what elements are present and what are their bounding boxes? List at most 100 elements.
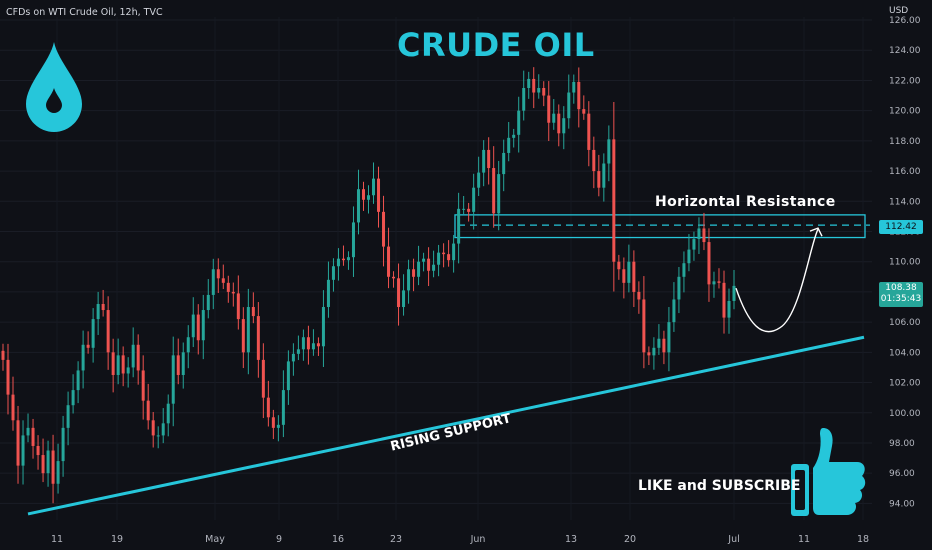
- candle-body[interactable]: [632, 261, 636, 292]
- candle-body[interactable]: [597, 171, 601, 188]
- candle-body[interactable]: [722, 282, 726, 318]
- resistance-zone[interactable]: [454, 214, 866, 239]
- candle-body[interactable]: [687, 249, 691, 264]
- candle-body[interactable]: [281, 390, 285, 425]
- candle-body[interactable]: [321, 307, 325, 347]
- candle-body[interactable]: [341, 258, 345, 261]
- candle-body[interactable]: [51, 450, 55, 484]
- candle-body[interactable]: [407, 269, 411, 291]
- candle-body[interactable]: [121, 355, 125, 374]
- candle-body[interactable]: [472, 187, 476, 212]
- candle-body[interactable]: [617, 261, 621, 270]
- candle-body[interactable]: [306, 337, 310, 350]
- candle-body[interactable]: [467, 208, 471, 212]
- candle-body[interactable]: [251, 307, 255, 317]
- candle-body[interactable]: [517, 110, 521, 135]
- candle-body[interactable]: [637, 291, 641, 300]
- candle-body[interactable]: [311, 343, 315, 350]
- candle-body[interactable]: [707, 242, 711, 285]
- candle-body[interactable]: [291, 353, 295, 362]
- candle-body[interactable]: [417, 261, 421, 277]
- candle-body[interactable]: [592, 149, 596, 172]
- candle-body[interactable]: [316, 343, 320, 347]
- candle-body[interactable]: [211, 269, 215, 295]
- candle-body[interactable]: [261, 359, 265, 398]
- candle-body[interactable]: [351, 222, 355, 258]
- candle-body[interactable]: [667, 322, 671, 353]
- candle-body[interactable]: [186, 337, 190, 353]
- candle-body[interactable]: [382, 211, 386, 247]
- candle-body[interactable]: [296, 349, 300, 354]
- candle-body[interactable]: [231, 291, 235, 294]
- candle-body[interactable]: [81, 344, 85, 371]
- candle-body[interactable]: [542, 87, 546, 96]
- candle-body[interactable]: [116, 355, 120, 375]
- candle-body[interactable]: [206, 294, 210, 311]
- candle-body[interactable]: [336, 258, 340, 267]
- candle-body[interactable]: [402, 290, 406, 308]
- candle-body[interactable]: [477, 172, 481, 188]
- candle-body[interactable]: [31, 427, 35, 446]
- candle-body[interactable]: [216, 269, 220, 279]
- candle-body[interactable]: [16, 420, 20, 466]
- candle-body[interactable]: [271, 417, 275, 428]
- candle-body[interactable]: [602, 163, 606, 188]
- candle-body[interactable]: [482, 149, 486, 173]
- candle-body[interactable]: [236, 293, 240, 320]
- candle-body[interactable]: [76, 370, 80, 391]
- candle-body[interactable]: [557, 113, 561, 134]
- candle-body[interactable]: [181, 352, 185, 375]
- candle-body[interactable]: [662, 338, 666, 353]
- candle-body[interactable]: [527, 78, 531, 88]
- candle-body[interactable]: [452, 243, 456, 261]
- candle-body[interactable]: [331, 266, 335, 280]
- candle-body[interactable]: [502, 152, 506, 175]
- candle-body[interactable]: [71, 390, 75, 406]
- candle-body[interactable]: [587, 113, 591, 150]
- candle-body[interactable]: [131, 344, 135, 368]
- candle-body[interactable]: [567, 92, 571, 119]
- candle-body[interactable]: [86, 344, 90, 348]
- candle-body[interactable]: [672, 299, 676, 323]
- candle-body[interactable]: [96, 303, 100, 320]
- candle-body[interactable]: [612, 139, 616, 262]
- candle-body[interactable]: [522, 87, 526, 111]
- candle-body[interactable]: [622, 269, 626, 283]
- candle-body[interactable]: [372, 178, 376, 196]
- candle-body[interactable]: [437, 252, 441, 265]
- candle-body[interactable]: [682, 263, 686, 277]
- candle-body[interactable]: [136, 344, 140, 371]
- candle-body[interactable]: [256, 316, 260, 360]
- candle-body[interactable]: [377, 178, 381, 212]
- candle-body[interactable]: [432, 264, 436, 271]
- candle-body[interactable]: [702, 228, 706, 243]
- candle-body[interactable]: [61, 427, 65, 462]
- candle-body[interactable]: [647, 352, 651, 356]
- candle-body[interactable]: [397, 278, 401, 308]
- candle-body[interactable]: [346, 257, 350, 261]
- candle-body[interactable]: [387, 246, 391, 277]
- candle-body[interactable]: [161, 423, 165, 436]
- candle-body[interactable]: [732, 285, 736, 301]
- candle-body[interactable]: [191, 314, 195, 338]
- candle-body[interactable]: [487, 149, 491, 169]
- candle-body[interactable]: [146, 400, 150, 421]
- candle-body[interactable]: [572, 81, 576, 93]
- candle-body[interactable]: [512, 134, 516, 138]
- candle-body[interactable]: [582, 109, 586, 114]
- candle-body[interactable]: [266, 397, 270, 418]
- candle-body[interactable]: [442, 252, 446, 255]
- candle-body[interactable]: [166, 403, 170, 424]
- candle-body[interactable]: [392, 276, 396, 279]
- candle-body[interactable]: [717, 281, 721, 283]
- candle-body[interactable]: [56, 461, 60, 484]
- candle-body[interactable]: [196, 314, 200, 341]
- candle-body[interactable]: [537, 87, 541, 93]
- candle-body[interactable]: [552, 113, 556, 123]
- candle-body[interactable]: [11, 394, 15, 421]
- candle-body[interactable]: [156, 435, 160, 437]
- candle-body[interactable]: [176, 355, 180, 375]
- candle-body[interactable]: [627, 261, 631, 283]
- candle-body[interactable]: [36, 445, 40, 456]
- candle-body[interactable]: [301, 337, 305, 350]
